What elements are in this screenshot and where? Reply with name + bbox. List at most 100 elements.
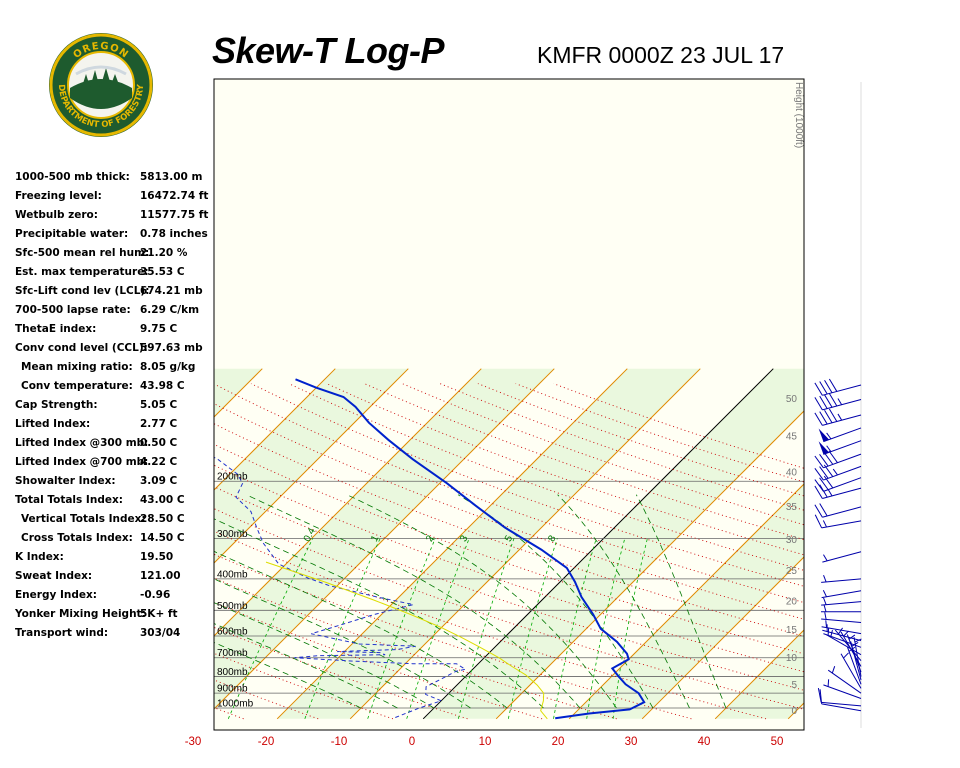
sounding-indices-panel: 1000-500 mb thick: 5813.00 m Freezing leve… [15,168,210,643]
isotherm-line [714,629,804,720]
height-axis-label: Height (1000ft) [793,82,804,148]
wind-barb-flag [819,503,828,517]
wind-barb [814,464,862,481]
dry-adiabat [214,577,617,720]
temperature-tick-label: 50 [771,736,784,748]
wind-barb-staff [821,578,862,583]
stat-row: Cross Totals Index: 14.50 C [15,529,210,548]
wind-barb-flag [819,454,829,467]
temperature-tick-label: 10 [479,736,492,748]
moist-adiabat [557,494,690,709]
wind-barb-staff [840,653,862,689]
moist-adiabat [214,623,398,709]
stat-value: 43.00 C [140,494,185,506]
pressure-label: 400mb [217,569,248,580]
wind-barb-flag [819,466,829,479]
wind-barb-half-flag [843,630,849,637]
stat-value: 43.98 C [140,380,185,392]
isotherm-band [0,369,116,719]
wind-barb-staff [822,384,862,396]
oregon-forestry-logo: OREGON DEPARTMENT OF FORESTRY [49,33,153,137]
wind-barb-staff [823,477,862,492]
moist-adiabat [214,518,544,709]
wind-barb-flag [814,397,823,411]
stat-row: Yonker Mixing Height: 5K+ ft [15,605,210,624]
height-tick-label: 35 [786,502,798,513]
height-tick-label: 0 [791,706,797,717]
wind-barb-half-flag [831,666,836,674]
dry-adiabat [214,707,244,720]
wind-barb [821,612,862,623]
stat-row: K Index: 19.50 [15,548,210,567]
stat-label: 700-500 lapse rate: [15,304,131,316]
mixing-ratio-label: 5 [503,533,516,543]
wind-barb-staff [822,506,862,518]
wind-barb-half-flag [826,445,832,452]
stat-row: Lifted Index @700 mb: 4.22 C [15,453,210,472]
height-tick-label: 15 [786,625,798,636]
wind-barb-flag [824,379,833,393]
stat-label: Yonker Mixing Height: [15,608,146,620]
temperature-tick-label: -30 [185,736,202,748]
wind-barb-staff [822,629,862,642]
stat-label: Mean mixing ratio: [21,361,133,373]
stat-value: 2.77 C [140,418,178,430]
stat-row: Mean mixing ratio: 8.05 g/kg [15,358,210,377]
wind-barb-staff [822,414,862,426]
wind-barb-staff [822,399,862,411]
wind-barb-half-flag [824,612,827,620]
stat-value: 121.00 [140,570,181,582]
isotherm-line [0,369,189,719]
height-tick-label: 30 [786,535,798,546]
stat-label: Cap Strength: [15,399,98,411]
wind-barb-flag [819,381,828,395]
stat-value: 11577.75 ft [140,209,209,221]
stat-label: Wetbulb zero: [15,209,98,221]
isotherm-line [787,702,804,720]
wind-barb-staff [846,646,862,685]
stat-value: 5K+ ft [140,608,178,620]
isotherm-band [277,368,701,719]
wind-barb-staff [823,440,862,455]
wind-barb [823,679,862,700]
wind-barb-flag [828,408,838,422]
wind-barb [821,597,862,606]
dry-adiabat [214,403,804,620]
stat-value: 9.75 C [140,323,178,335]
dry-adiabat [214,601,543,720]
stat-row: Sweat Index: 121.00 [15,567,210,586]
wind-barb [821,620,862,635]
stat-row: Cap Strength: 5.05 C [15,396,210,415]
stat-row: Vertical Totals Index: 28.50 C [15,510,210,529]
stat-row: Lifted Index: 2.77 C [15,415,210,434]
stat-row: Freezing level: 16472.74 ft [15,187,210,206]
wind-barb-flag [824,410,833,424]
dry-adiabat [214,443,804,655]
stat-row: Total Totals Index: 43.00 C [15,491,210,510]
wind-barb-staff [823,633,862,648]
wind-barb-staff [821,626,862,635]
wind-barb-half-flag [832,468,838,476]
wind-barb-staff [822,487,862,499]
stat-row: Energy Index: -0.96 [15,586,210,605]
height-tick-label: 40 [786,468,798,479]
stat-row: 700-500 lapse rate: 6.29 C/km [15,301,210,320]
wind-barb [826,630,862,656]
stat-row: Conv temperature: 43.98 C [15,377,210,396]
temperature-tick-label: 0 [409,736,415,748]
wind-barb [821,604,861,613]
moist-adiabat [214,602,435,709]
pressure-label: 200mb [217,472,248,483]
wind-barb-half-flag [823,574,827,583]
plot-frame [213,78,805,731]
stat-row: Sfc-500 mean rel hum: 21.20 % [15,244,210,263]
moist-adiabat [346,494,617,709]
moist-adiabat [635,494,727,709]
mixing-ratio-line [553,538,597,719]
wind-barb [821,590,862,599]
wind-barb-staff [823,465,862,481]
pressure-label: 600mb [217,627,248,638]
temperature-tick-label: 40 [698,736,711,748]
isotherm-line [349,368,701,720]
stat-label: K Index: [15,551,64,563]
